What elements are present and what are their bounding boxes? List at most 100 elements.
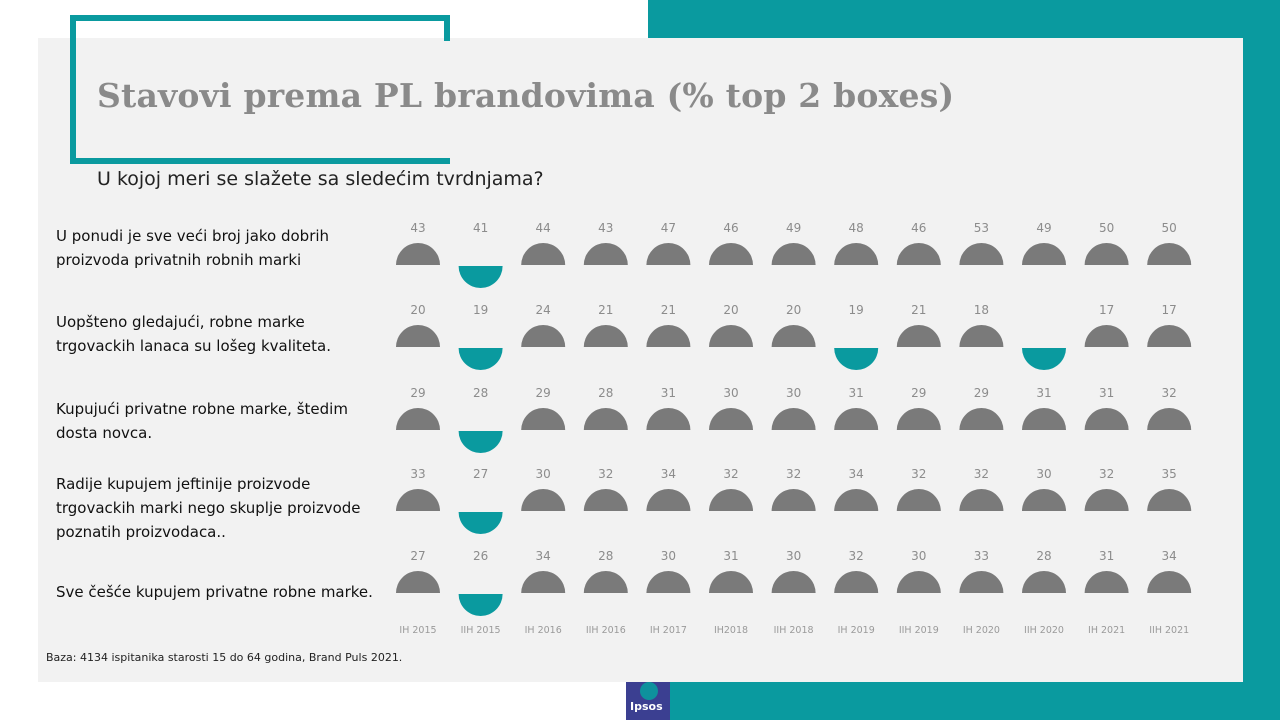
question-subtitle: U kojoj meri se slažete sa sledećim tvrd… [97, 168, 544, 190]
marker-up-r2-c13 [1147, 325, 1192, 347]
value-label-r3-c2: 28 [473, 386, 488, 400]
value-label-r4-c9: 32 [911, 467, 926, 481]
value-label-r1-c1: 43 [410, 221, 425, 235]
value-label-r4-c4: 32 [598, 467, 613, 481]
statement-label-5: Sve češće kupujem privatne robne marke. [56, 583, 373, 601]
marker-up-r5-c4 [583, 571, 628, 593]
value-label-r2-c2: 19 [473, 303, 488, 317]
marker-up-r2-c7 [771, 325, 816, 347]
marker-up-r4-c11 [1022, 489, 1066, 511]
value-label-r1-c11: 49 [1036, 221, 1051, 235]
x-tick-label-11: IIH 2020 [1024, 625, 1064, 636]
value-label-r2-c6: 20 [723, 303, 738, 317]
value-label-r1-c10: 53 [974, 221, 989, 235]
value-label-r4-c3: 30 [536, 467, 551, 481]
marker-up-r5-c13 [1147, 571, 1192, 593]
value-label-r3-c7: 30 [786, 386, 801, 400]
marker-up-r3-c6 [709, 408, 753, 430]
value-label-r3-c8: 31 [849, 386, 864, 400]
marker-up-r2-c3 [521, 325, 566, 347]
value-label-r5-c6: 31 [723, 549, 738, 563]
marker-up-r1-c1 [396, 243, 440, 265]
marker-up-r4-c12 [1084, 489, 1129, 511]
marker-down-r2-c8 [834, 348, 879, 370]
marker-up-r4-c7 [771, 489, 816, 511]
value-label-r5-c11: 28 [1036, 549, 1051, 563]
ipsos-logo-mark [640, 682, 658, 700]
value-label-r5-c8: 32 [849, 549, 864, 563]
base-footnote: Baza: 4134 ispitanika starosti 15 do 64 … [46, 651, 403, 664]
value-label-r5-c2: 26 [473, 549, 488, 563]
statement-label-1: U ponudi je sve veći broj jako dobrih pr… [56, 227, 330, 269]
value-label-r3-c4: 28 [598, 386, 613, 400]
x-tick-label-7: IIH 2018 [774, 625, 814, 636]
value-label-r3-c1: 29 [410, 386, 425, 400]
title-frame-corner [444, 15, 450, 41]
marker-up-r3-c13 [1147, 408, 1192, 430]
marker-up-r4-c3 [521, 489, 566, 511]
value-label-r4-c10: 32 [974, 467, 989, 481]
marker-up-r3-c3 [521, 408, 566, 430]
value-label-r4-c5: 34 [661, 467, 676, 481]
marker-down-r1-c2 [458, 266, 503, 288]
value-label-r3-c11: 31 [1036, 386, 1051, 400]
x-tick-label-6: IH2018 [714, 625, 748, 636]
value-label-r2-c12: 17 [1099, 303, 1114, 317]
value-label-r2-c4: 21 [598, 303, 613, 317]
marker-down-r3-c2 [458, 431, 503, 454]
statement-label-3: Kupujući privatne robne marke, štedim do… [56, 400, 348, 442]
value-label-r4-c13: 35 [1162, 467, 1177, 481]
marker-up-r4-c6 [709, 489, 753, 511]
marker-up-r1-c4 [583, 243, 628, 265]
value-label-r4-c12: 32 [1099, 467, 1114, 481]
value-label-r3-c9: 29 [911, 386, 926, 400]
x-tick-label-3: IH 2016 [525, 625, 562, 636]
value-label-r2-c3: 24 [536, 303, 551, 317]
marker-up-r3-c11 [1022, 408, 1066, 430]
value-label-r5-c9: 30 [911, 549, 926, 563]
value-label-r1-c13: 50 [1162, 221, 1177, 235]
page-title: Stavovi prema PL brandovima (% top 2 box… [97, 76, 955, 115]
value-label-r3-c12: 31 [1099, 386, 1114, 400]
x-tick-label-2: IIH 2015 [461, 625, 501, 636]
value-label-r4-c11: 30 [1036, 467, 1051, 481]
marker-up-r5-c5 [646, 571, 691, 593]
value-label-r5-c4: 28 [598, 549, 613, 563]
value-label-r1-c8: 48 [849, 221, 864, 235]
marker-up-r1-c10 [959, 243, 1004, 265]
value-label-r3-c10: 29 [974, 386, 989, 400]
marker-up-r2-c1 [396, 325, 440, 347]
x-tick-label-8: IH 2019 [838, 625, 875, 636]
value-label-r1-c9: 46 [911, 221, 926, 235]
value-label-r4-c7: 32 [786, 467, 801, 481]
value-label-r2-c8: 19 [849, 303, 864, 317]
value-label-r4-c8: 34 [849, 467, 864, 481]
marker-up-r1-c7 [771, 243, 816, 265]
marker-up-r4-c4 [583, 489, 628, 511]
value-label-r2-c9: 21 [911, 303, 926, 317]
statement-label-2: Uopšteno gledajući, robne marke trgovack… [56, 313, 332, 355]
value-label-r1-c12: 50 [1099, 221, 1114, 235]
value-label-r4-c1: 33 [410, 467, 425, 481]
marker-up-r3-c1 [396, 408, 440, 430]
value-label-r2-c13: 17 [1162, 303, 1177, 317]
title-frame [70, 15, 450, 164]
marker-up-r5-c3 [521, 571, 566, 593]
x-tick-label-1: IH 2015 [399, 625, 436, 636]
marker-up-r4-c8 [834, 489, 879, 511]
marker-up-r1-c13 [1147, 243, 1192, 265]
marker-up-r2-c9 [896, 325, 941, 347]
marker-up-r5-c11 [1022, 571, 1066, 593]
value-label-r5-c7: 30 [786, 549, 801, 563]
value-label-r5-c10: 33 [974, 549, 989, 563]
marker-up-r4-c10 [959, 489, 1004, 511]
marker-up-r5-c8 [834, 571, 879, 593]
value-label-r5-c1: 27 [410, 549, 425, 563]
x-tick-label-9: IIH 2019 [899, 625, 939, 636]
marker-up-r2-c5 [646, 325, 691, 347]
value-label-r3-c5: 31 [661, 386, 676, 400]
marker-down-r2-c11 [1022, 348, 1066, 370]
marker-up-r3-c7 [771, 408, 816, 430]
value-label-r3-c13: 32 [1162, 386, 1177, 400]
